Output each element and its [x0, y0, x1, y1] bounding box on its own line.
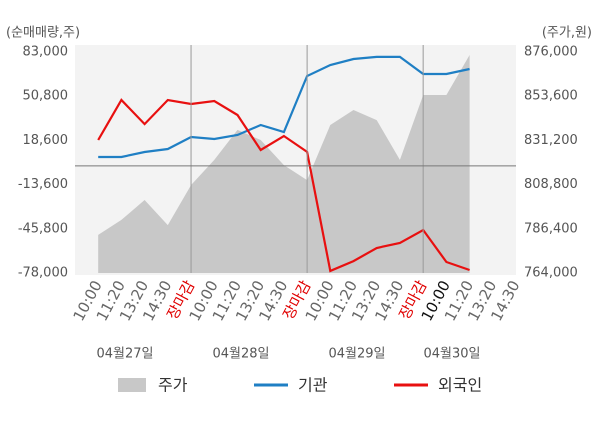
- legend-swatch: [118, 378, 146, 392]
- series-line: [98, 55, 470, 159]
- y-tick-label: 83,000: [23, 45, 69, 60]
- series-line: [97, 98, 470, 273]
- y-tick-label: 50,800: [23, 89, 69, 104]
- legend-label: 기관: [298, 376, 328, 395]
- y-tick-label: -45,800: [18, 221, 68, 236]
- y2-tick-label: 808,800: [524, 177, 578, 192]
- date-label: 04월27일: [96, 347, 153, 362]
- y2-tick-label: 876,000: [524, 45, 578, 60]
- y2-tick-label: 853,600: [524, 89, 578, 104]
- y2-tick-label: 764,000: [524, 266, 578, 281]
- date-label: 04월28일: [212, 347, 269, 362]
- legend-label: 주가: [158, 376, 188, 395]
- y-axis-label: (순매매량,주): [6, 26, 80, 41]
- y-tick-label: 18,600: [23, 133, 69, 148]
- y2-tick-label: 831,200: [524, 133, 578, 148]
- y2-axis-label: (주가,원): [542, 26, 592, 41]
- date-label: 04월29일: [328, 347, 385, 362]
- date-label: 04월30일: [423, 347, 480, 362]
- legend-label: 외국인: [438, 376, 482, 395]
- y-tick-label: -13,600: [18, 177, 68, 192]
- y-tick-label: -78,000: [18, 266, 68, 281]
- y2-tick-label: 786,400: [524, 221, 578, 236]
